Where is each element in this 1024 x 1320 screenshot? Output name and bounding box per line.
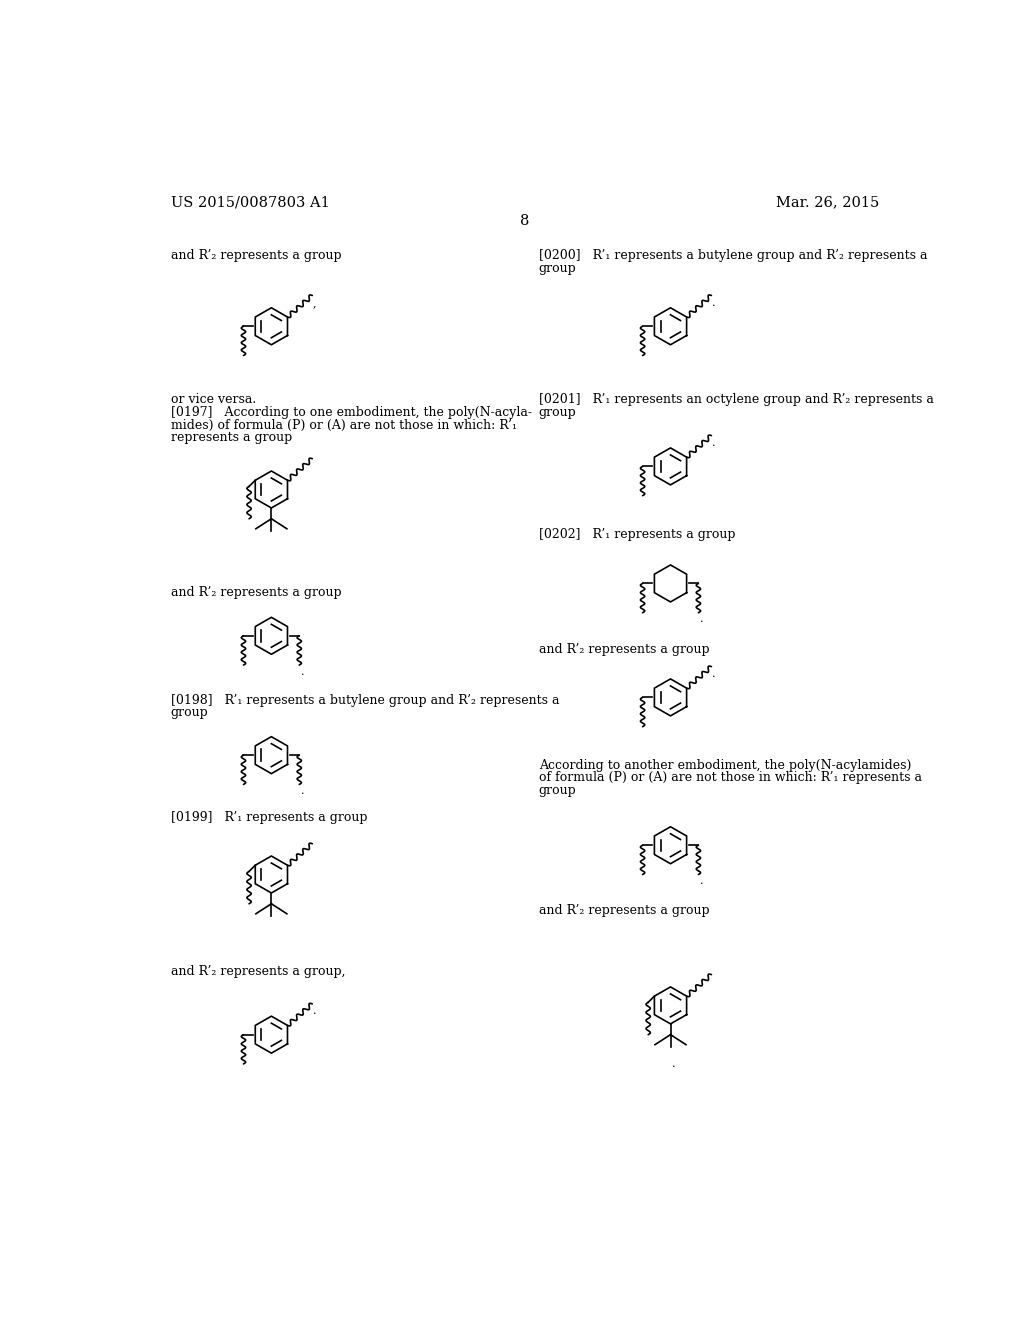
Text: or vice versa.: or vice versa. — [171, 393, 256, 407]
Text: US 2015/0087803 A1: US 2015/0087803 A1 — [171, 195, 330, 210]
Text: .: . — [712, 669, 716, 678]
Text: group: group — [539, 784, 577, 797]
Text: 8: 8 — [520, 214, 529, 228]
Text: .: . — [712, 438, 716, 447]
Text: [0201]   R’₁ represents an octylene group and R’₂ represents a: [0201] R’₁ represents an octylene group … — [539, 393, 934, 407]
Text: .: . — [301, 667, 304, 677]
Text: [0200]   R’₁ represents a butylene group and R’₂ represents a: [0200] R’₁ represents a butylene group a… — [539, 249, 928, 263]
Text: mides) of formula (P) or (A) are not those in which: R’₁: mides) of formula (P) or (A) are not tho… — [171, 418, 517, 432]
Text: of formula (P) or (A) are not those in which: R’₁ represents a: of formula (P) or (A) are not those in w… — [539, 771, 922, 784]
Text: group: group — [539, 405, 577, 418]
Text: and R’₂ represents a group: and R’₂ represents a group — [539, 904, 710, 917]
Text: and R’₂ represents a group: and R’₂ represents a group — [171, 586, 341, 599]
Text: group: group — [539, 261, 577, 275]
Text: [0198]   R’₁ represents a butylene group and R’₂ represents a: [0198] R’₁ represents a butylene group a… — [171, 693, 559, 706]
Text: [0199]   R’₁ represents a group: [0199] R’₁ represents a group — [171, 812, 368, 825]
Text: ,: , — [313, 298, 316, 308]
Text: .: . — [672, 1059, 676, 1068]
Text: .: . — [313, 1006, 316, 1016]
Text: .: . — [301, 785, 304, 796]
Text: .: . — [712, 298, 716, 308]
Text: .: . — [700, 614, 703, 624]
Text: [0197]   According to one embodiment, the poly(N-acyla-: [0197] According to one embodiment, the … — [171, 407, 531, 420]
Text: and R’₂ represents a group,: and R’₂ represents a group, — [171, 965, 345, 978]
Text: Mar. 26, 2015: Mar. 26, 2015 — [776, 195, 879, 210]
Text: and R’₂ represents a group: and R’₂ represents a group — [171, 249, 341, 263]
Text: represents a group: represents a group — [171, 430, 292, 444]
Text: and R’₂ represents a group: and R’₂ represents a group — [539, 644, 710, 656]
Text: According to another embodiment, the poly(N-acylamides): According to another embodiment, the pol… — [539, 759, 911, 772]
Text: [0202]   R’₁ represents a group: [0202] R’₁ represents a group — [539, 528, 735, 541]
Text: .: . — [700, 876, 703, 886]
Text: group: group — [171, 706, 208, 719]
